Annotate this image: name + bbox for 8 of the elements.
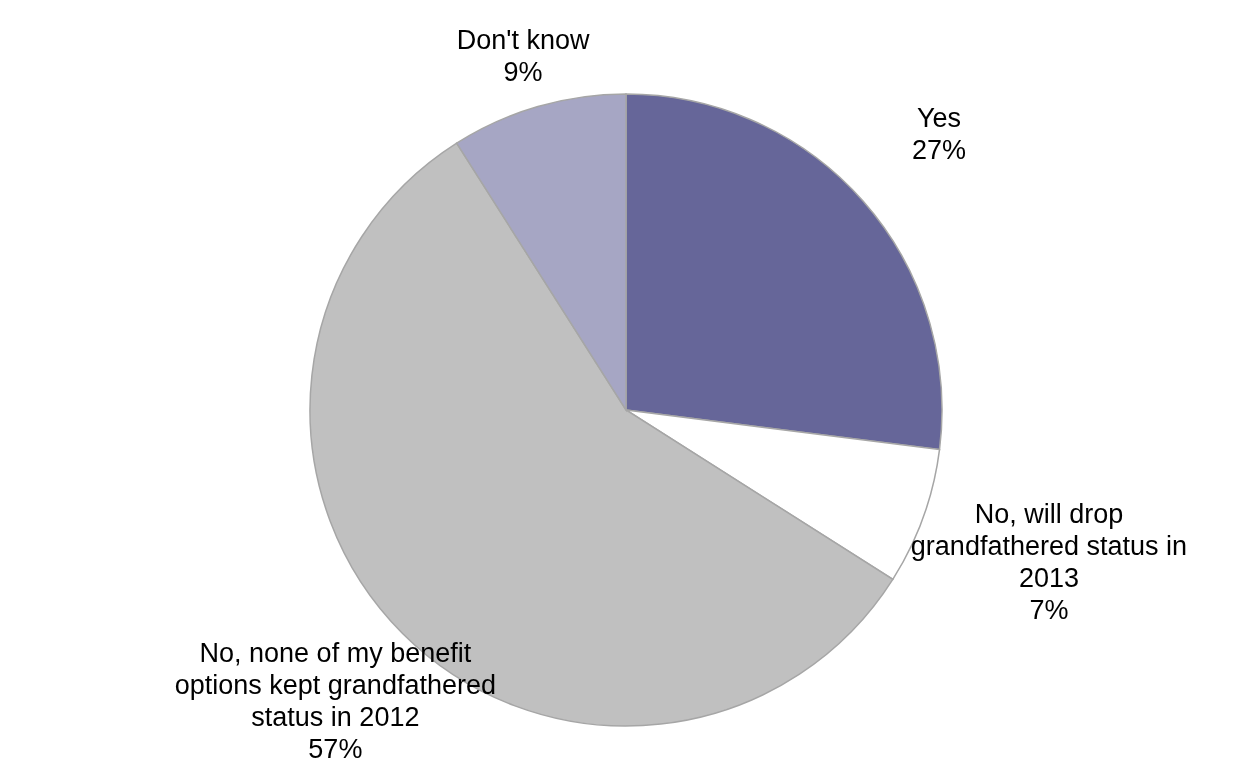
slice-label: Don't know	[456, 24, 590, 55]
slice-label: Yes	[916, 103, 962, 134]
slice-label: No, will drop grandfathered status in 2013	[910, 499, 1188, 594]
data-label: 27%	[911, 135, 967, 166]
data-label: 7%	[1029, 595, 1069, 626]
slice-label: No, none of my benefit options kept grandfathered status in 2012	[174, 637, 496, 732]
data-label: 57%	[308, 733, 363, 764]
data-label: 9%	[503, 56, 543, 87]
